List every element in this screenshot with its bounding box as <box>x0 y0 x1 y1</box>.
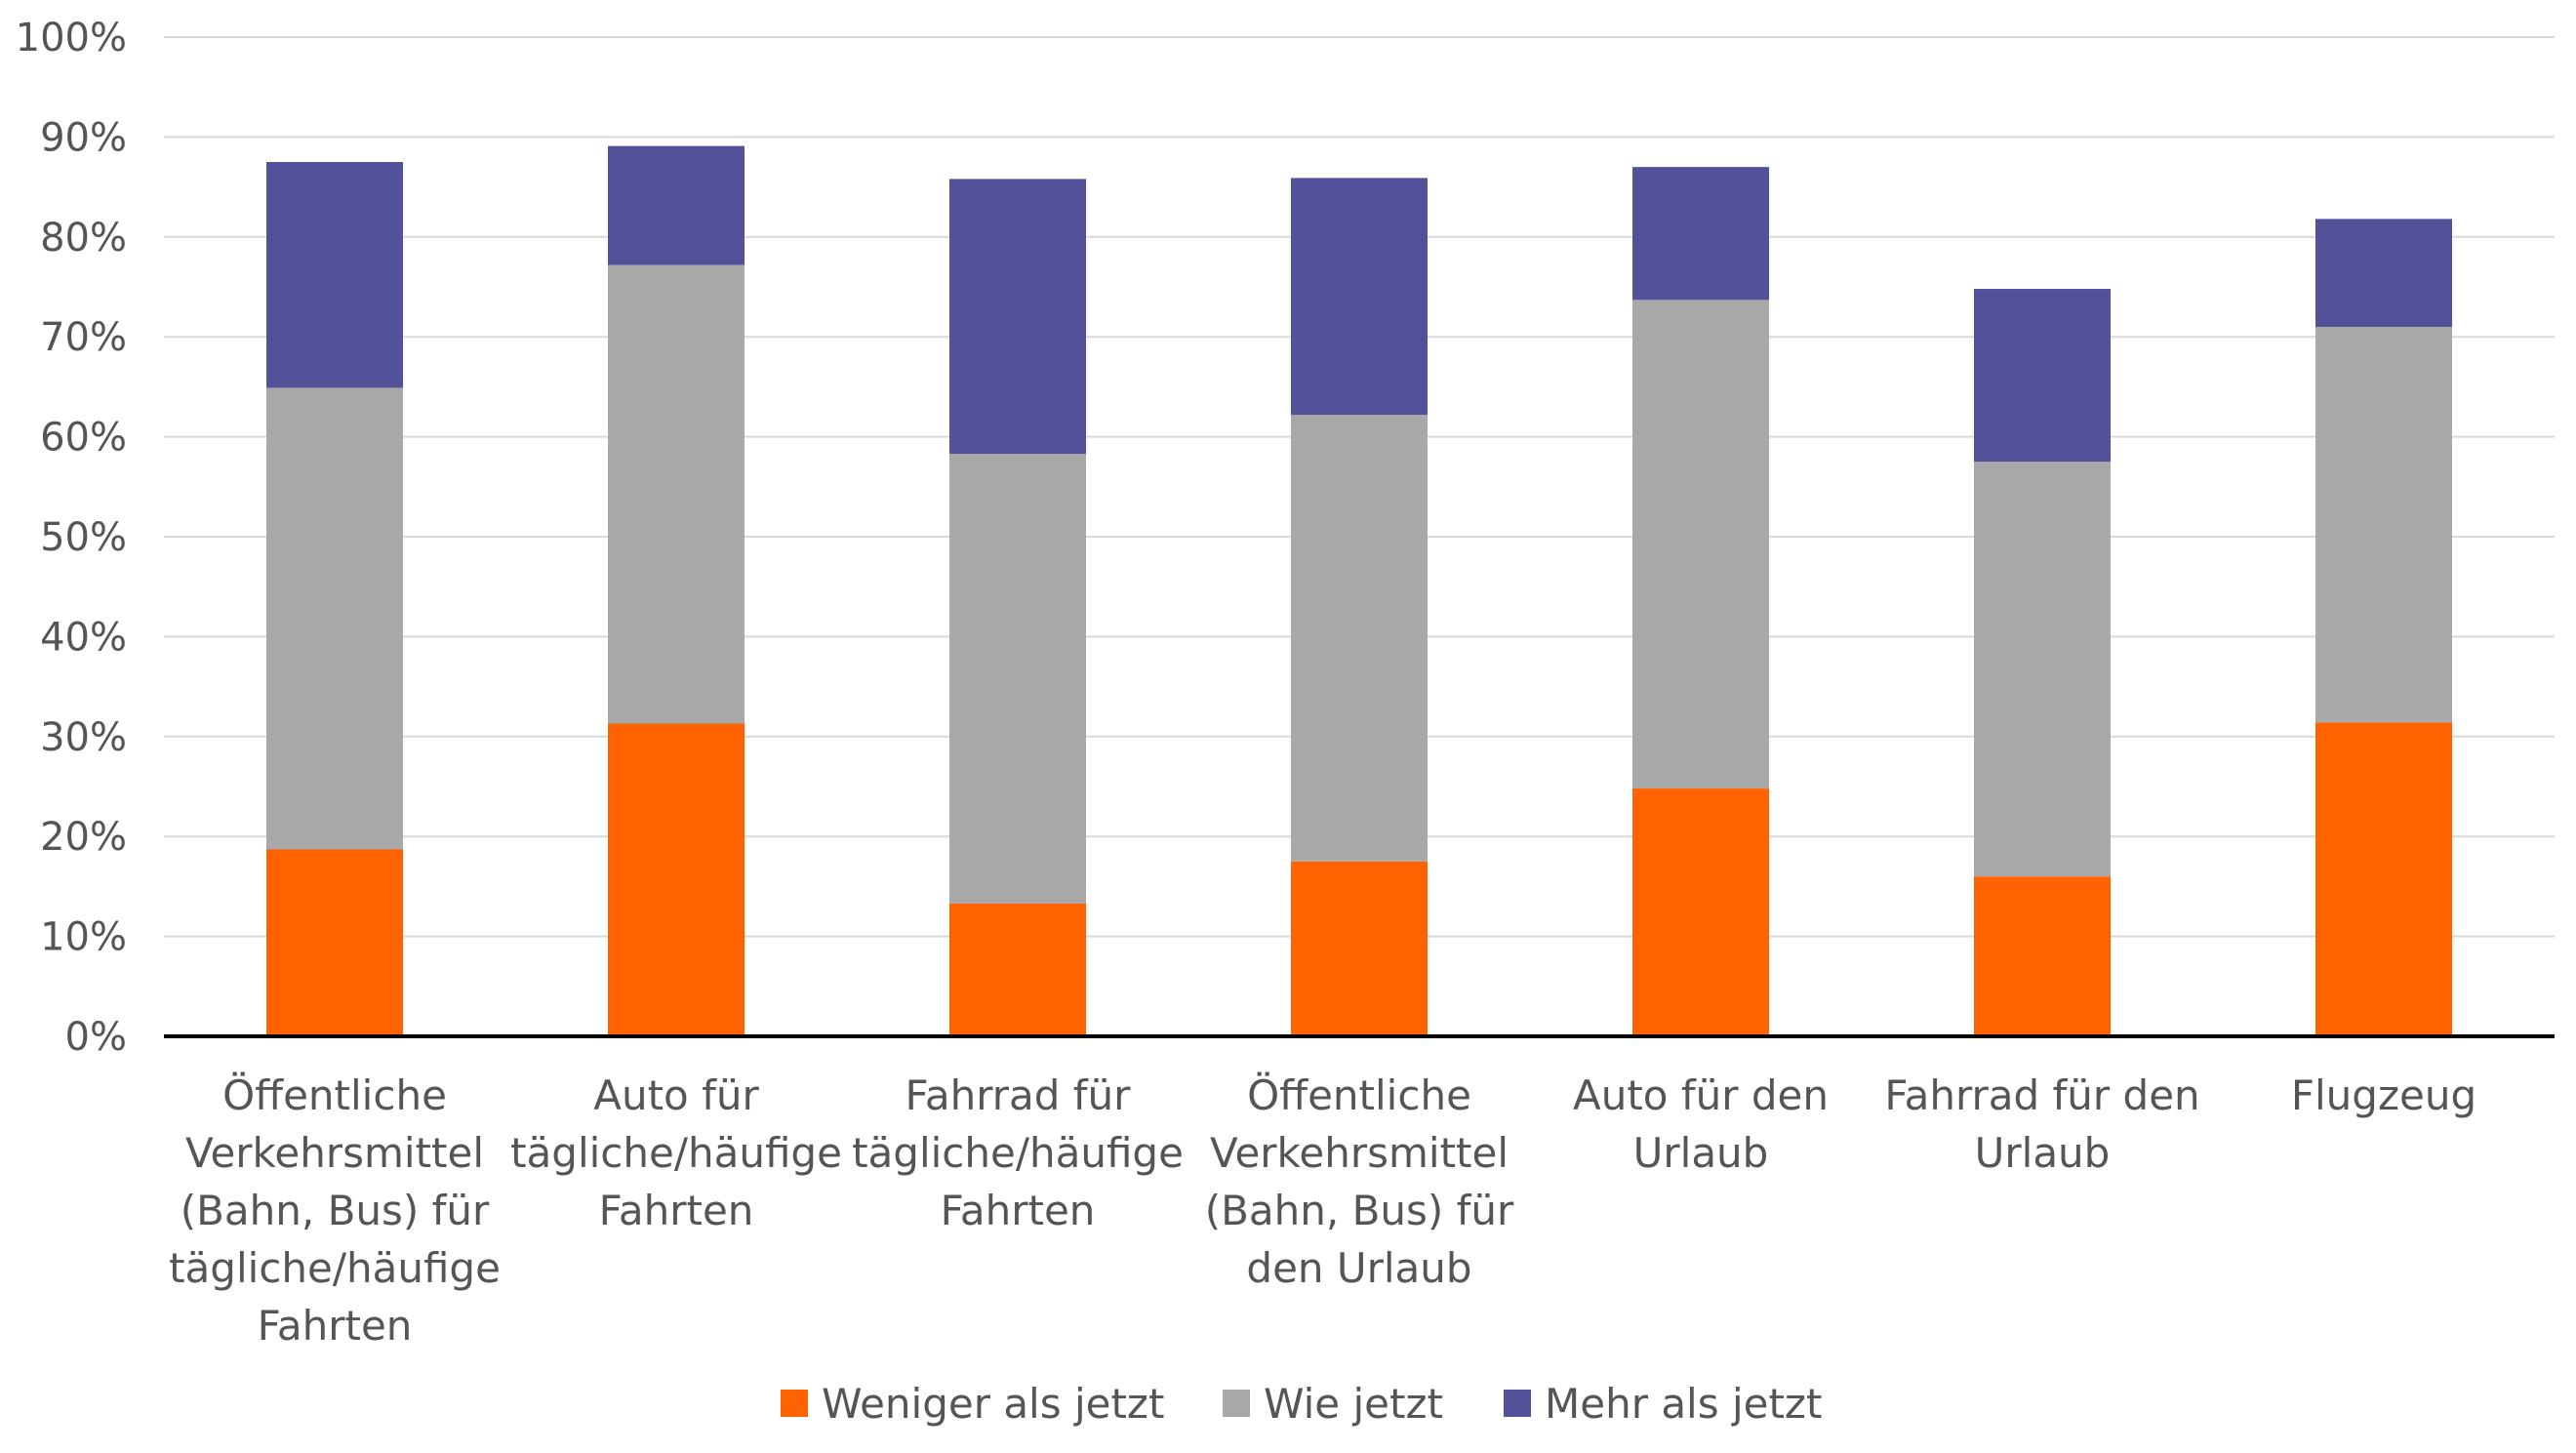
x-tick-label-line: tägliche/häufige <box>852 1129 1184 1177</box>
bar-segment-mehr <box>608 145 745 265</box>
legend-label: Wie jetzt <box>1264 1380 1443 1428</box>
bar-segment-weniger <box>1974 876 2111 1036</box>
y-tick-label: 60% <box>40 416 127 461</box>
bar-segment-weniger <box>2315 722 2452 1036</box>
x-tick-label-line: Fahrten <box>258 1302 413 1350</box>
y-axis-tick-labels: 0% 10% 20% 30% 40% 50% 60% 70% 80% 90% 100% <box>16 16 127 1060</box>
x-tick-label-line: (Bahn, Bus) für <box>181 1187 490 1234</box>
y-tick-label: 80% <box>40 216 127 261</box>
legend-swatch <box>1223 1390 1250 1417</box>
x-tick-label: Öffentliche Verkehrsmittel (Bahn, Bus) für… <box>169 1070 501 1350</box>
bar-segment-mehr <box>1291 178 1428 416</box>
y-tick-label: 100% <box>16 16 127 61</box>
bar-segment-weniger <box>266 849 403 1036</box>
y-tick-label: 10% <box>40 915 127 960</box>
x-tick-label-line: Auto für den <box>1573 1071 1829 1119</box>
x-tick-label: Flugzeug <box>2291 1071 2476 1119</box>
y-tick-label: 30% <box>40 715 127 760</box>
x-axis-tick-labels: Öffentliche Verkehrsmittel (Bahn, Bus) für… <box>169 1070 2476 1350</box>
legend: Weniger als jetzt Wie jetzt Mehr als jetzt <box>781 1380 1822 1428</box>
x-tick-label-line: Öffentliche <box>222 1070 447 1119</box>
bar-segment-wie <box>1632 300 1769 789</box>
legend-item: Mehr als jetzt <box>1504 1380 1822 1428</box>
x-tick-label-line: Fahrrad für den <box>1884 1071 2199 1119</box>
legend-swatch <box>781 1390 808 1417</box>
x-tick-label-line: Verkehrsmittel <box>1210 1129 1509 1177</box>
x-tick-label-line: Auto für <box>593 1071 759 1119</box>
x-tick-label-line: tägliche/häufige <box>169 1244 501 1292</box>
x-tick-label-line: Verkehrsmittel <box>185 1129 484 1177</box>
x-tick-label: Auto für tägliche/häufige Fahrten <box>510 1071 842 1234</box>
x-tick-label-line: Fahrten <box>599 1187 754 1234</box>
bar-segment-mehr <box>1974 289 2111 463</box>
x-tick-label-line: (Bahn, Bus) für <box>1205 1187 1514 1234</box>
bar-segment-weniger <box>1291 861 1428 1036</box>
y-tick-label: 90% <box>40 115 127 160</box>
bar-segment-wie <box>2315 326 2452 723</box>
bar-segment-weniger <box>1632 788 1769 1036</box>
legend-label: Mehr als jetzt <box>1545 1380 1822 1428</box>
x-tick-label: Auto für den Urlaub <box>1573 1071 1829 1177</box>
x-tick-label-line: Öffentliche <box>1247 1070 1471 1119</box>
legend-item: Wie jetzt <box>1223 1380 1443 1428</box>
x-tick-label: Fahrrad für tägliche/häufige Fahrten <box>852 1071 1184 1234</box>
x-tick-label-line: Urlaub <box>1975 1129 2111 1177</box>
bar-segment-wie <box>1974 462 2111 877</box>
bar-segment-mehr <box>949 179 1086 455</box>
x-tick-label-line: Flugzeug <box>2291 1071 2476 1119</box>
x-tick-label-line: Fahrten <box>941 1187 1096 1234</box>
bar-segment-mehr <box>266 162 403 388</box>
x-tick-label-line: Urlaub <box>1633 1129 1769 1177</box>
bar-segment-weniger <box>608 723 745 1036</box>
bar-segment-weniger <box>949 903 1086 1036</box>
x-tick-label-line: Fahrrad für <box>906 1071 1132 1119</box>
y-tick-label: 20% <box>40 815 127 860</box>
bars <box>266 145 2452 1036</box>
y-tick-label: 50% <box>40 515 127 560</box>
x-tick-label-line: tägliche/häufige <box>510 1129 842 1177</box>
y-tick-label: 0% <box>65 1015 127 1060</box>
x-tick-label-line: den Urlaub <box>1246 1244 1471 1292</box>
bar-segment-wie <box>608 264 745 724</box>
bar-segment-wie <box>1291 415 1428 862</box>
x-tick-label: Fahrrad für den Urlaub <box>1884 1071 2199 1177</box>
bar-segment-wie <box>266 387 403 850</box>
bar-segment-mehr <box>1632 167 1769 301</box>
legend-item: Weniger als jetzt <box>781 1380 1164 1428</box>
legend-swatch <box>1504 1390 1531 1417</box>
legend-label: Weniger als jetzt <box>822 1380 1164 1428</box>
y-tick-label: 40% <box>40 615 127 660</box>
y-tick-label: 70% <box>40 315 127 360</box>
x-tick-label: Öffentliche Verkehrsmittel (Bahn, Bus) für… <box>1205 1070 1514 1292</box>
bar-segment-mehr <box>2315 219 2452 327</box>
bar-segment-wie <box>949 454 1086 904</box>
